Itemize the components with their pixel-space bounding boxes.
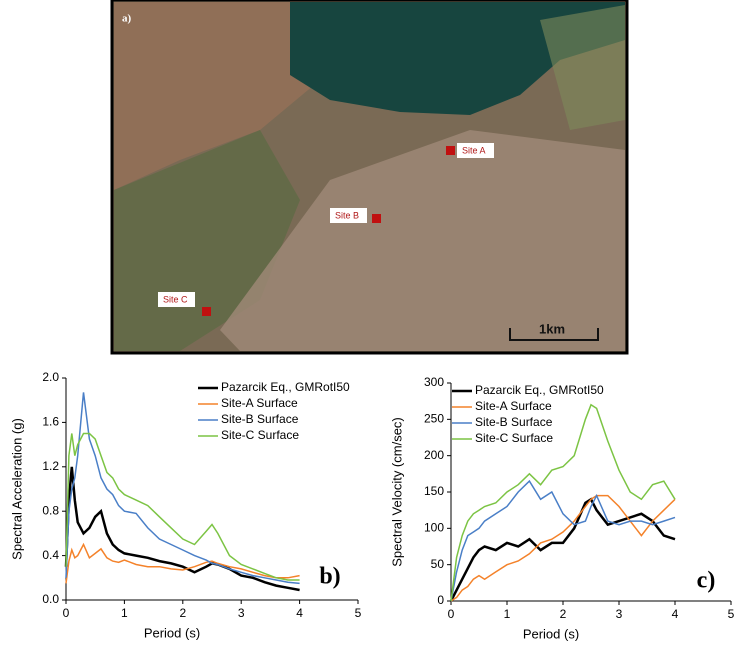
y-tick-label: 2.0	[42, 370, 59, 384]
legend-label: Site-B Surface	[475, 415, 553, 429]
y-tick-label: 300	[424, 375, 444, 389]
satellite-map: a) Site A Site B Site C 1km	[112, 0, 627, 353]
x-tick-label: 1	[504, 607, 511, 621]
x-tick-label: 0	[448, 607, 455, 621]
panel-label: c)	[697, 568, 716, 594]
page: {"map": {"panel_label": "a)", "sites": […	[0, 0, 739, 651]
scale-label: 1km	[539, 321, 565, 336]
legend-label: Site-B Surface	[221, 412, 299, 426]
legend-label: Site-C Surface	[221, 428, 299, 442]
y-tick-label: 150	[424, 484, 444, 498]
site-label: Site A	[462, 145, 486, 155]
y-tick-label: 200	[424, 448, 444, 462]
legend-label: Pazarcik Eq., GMRotI50	[221, 380, 350, 394]
figure: a) Site A Site B Site C 1km 0.0 0.4 0.8 1.2…	[0, 0, 739, 651]
site-label: Site C	[163, 294, 188, 304]
legend-label: Site-A Surface	[221, 396, 298, 410]
site-marker	[372, 214, 381, 223]
y-tick-label: 100	[424, 521, 444, 535]
series-line	[451, 496, 675, 601]
x-tick-label: 5	[355, 606, 362, 620]
y-tick-label: 0	[437, 593, 444, 607]
legend-label: Site-A Surface	[475, 399, 552, 413]
y-axis-label: Spectral Velocity (cm/sec)	[389, 417, 404, 567]
series-line	[66, 467, 300, 590]
series-line	[66, 434, 300, 581]
y-tick-label: 1.2	[42, 459, 59, 473]
panel-label: b)	[319, 564, 340, 590]
legend-label: Pazarcik Eq., GMRotI50	[475, 383, 604, 397]
legend-label: Site-C Surface	[475, 431, 553, 445]
x-tick-label: 5	[728, 607, 735, 621]
y-tick-label: 1.6	[42, 415, 59, 429]
x-tick-label: 2	[560, 607, 567, 621]
x-tick-label: 1	[121, 606, 128, 620]
y-tick-label: 0.0	[42, 592, 59, 606]
x-tick-label: 4	[672, 607, 679, 621]
x-axis-label: Period (s)	[523, 626, 579, 641]
panel-label: a)	[122, 13, 132, 25]
y-tick-label: 0.8	[42, 503, 59, 517]
site-label: Site B	[335, 210, 359, 220]
x-tick-label: 0	[63, 606, 70, 620]
x-axis-label: Period (s)	[144, 625, 200, 640]
x-tick-label: 4	[296, 606, 303, 620]
site-marker	[446, 146, 455, 155]
y-tick-label: 50	[431, 557, 445, 571]
y-tick-label: 0.4	[42, 548, 59, 562]
site-marker	[202, 307, 211, 316]
x-tick-label: 2	[179, 606, 186, 620]
y-tick-label: 250	[424, 412, 444, 426]
x-tick-label: 3	[616, 607, 623, 621]
x-tick-label: 3	[238, 606, 245, 620]
y-axis-label: Spectral Acceleration (g)	[9, 418, 24, 560]
